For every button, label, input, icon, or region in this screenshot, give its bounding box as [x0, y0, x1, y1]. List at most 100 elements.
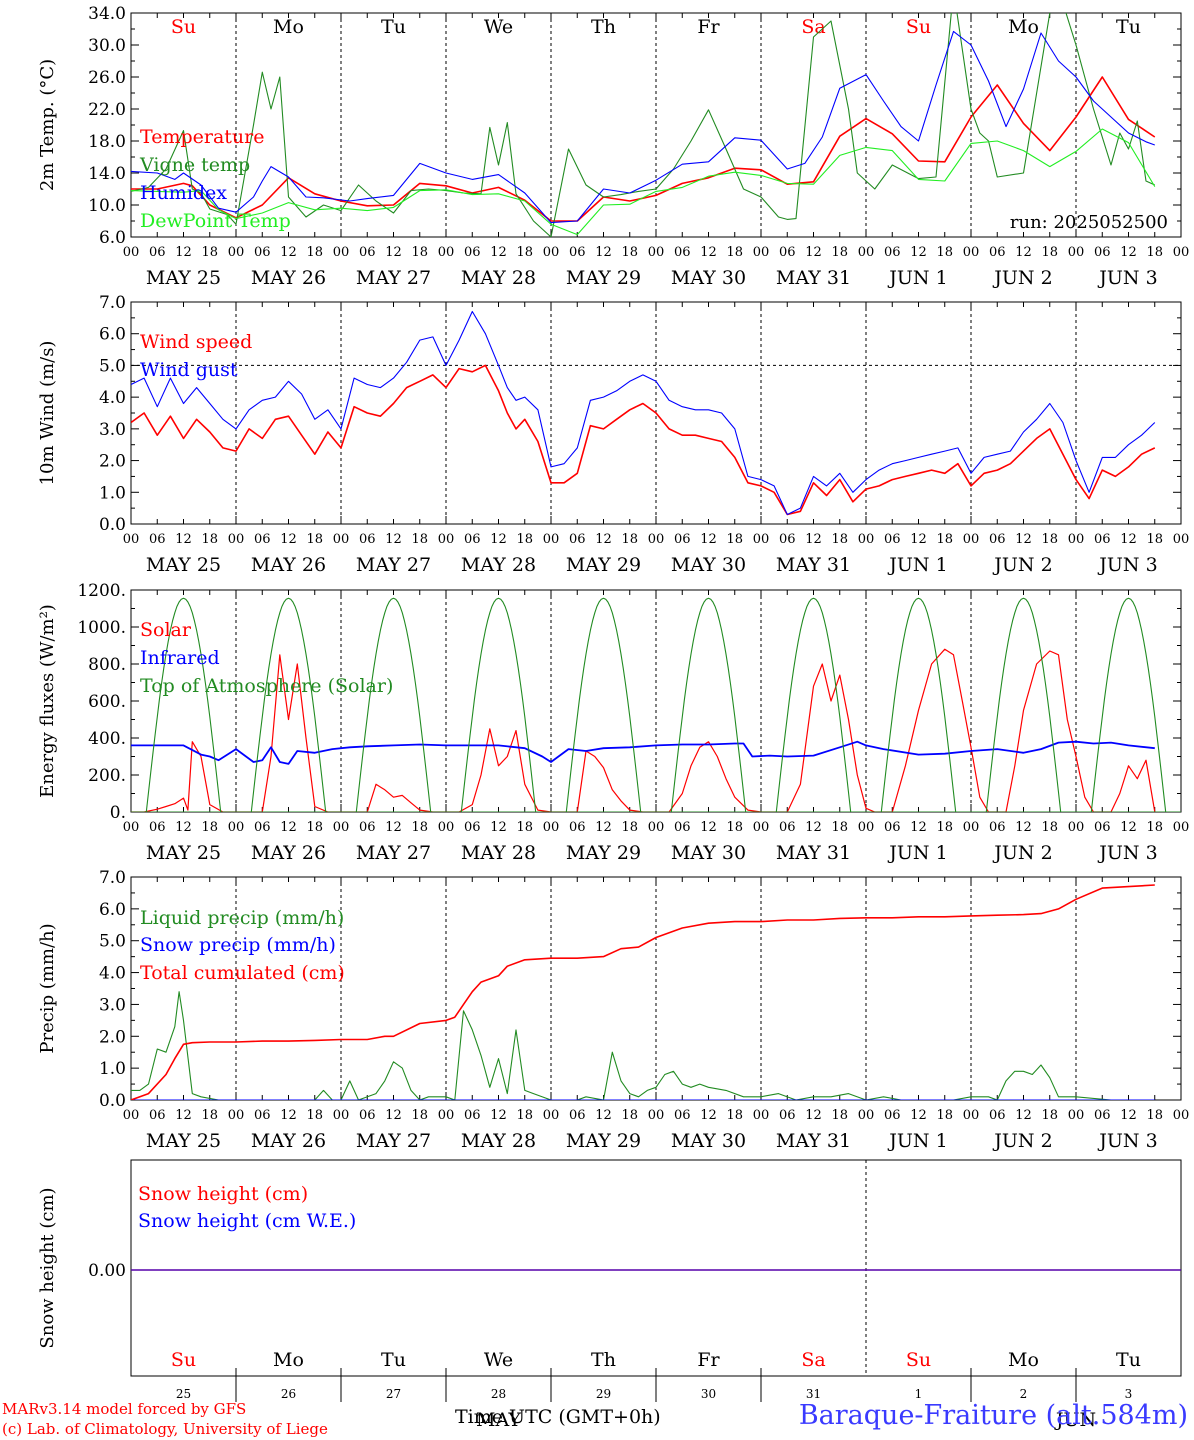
plot-frame	[130, 12, 1182, 238]
hour-tick-label: 00	[963, 532, 980, 547]
hour-tick-label: 06	[1094, 245, 1111, 260]
legend-entry: Top of Atmosphere (Solar)	[140, 675, 393, 697]
date-label: MAY 30	[671, 1130, 746, 1152]
chart-panel-5: 0.00 Snow height (cm) Su Mo Tu We Th Fr Sa Su Mo Tu…	[37, 1159, 1182, 1431]
hour-tick-label: 12	[805, 1108, 822, 1123]
hour-tick-label: 00	[963, 820, 980, 835]
run-label: run: 2025052500	[1010, 212, 1168, 233]
hour-tick-label: 18	[516, 1108, 533, 1123]
hour-tick-label: 12	[595, 245, 612, 260]
date-label: MAY 26	[251, 842, 326, 864]
hour-tick-label: 06	[149, 1108, 166, 1123]
hour-tick-label: 00	[228, 1108, 245, 1123]
legend-entry: Total cumulated (cm)	[140, 962, 345, 984]
y-tick-label: 200.	[88, 766, 126, 786]
hour-tick-label: 06	[884, 532, 901, 547]
hour-tick-label: 12	[805, 532, 822, 547]
hour-tick-label: 18	[411, 1108, 428, 1123]
series-line-solar	[131, 648, 1156, 812]
hour-tick-label: 18	[621, 820, 638, 835]
series-line-top-of-atmosphere-solar-	[985, 597, 1062, 812]
date-label: MAY 25	[146, 554, 221, 576]
hour-tick-label: 18	[1146, 820, 1163, 835]
hour-tick-label: 12	[700, 820, 717, 835]
hour-tick-label: 06	[254, 1108, 271, 1123]
hour-tick-label: 18	[516, 532, 533, 547]
date-label: MAY 27	[356, 554, 431, 576]
hour-tick-label: 06	[884, 245, 901, 260]
hour-tick-label: 12	[385, 820, 402, 835]
legend-entry: Temperature	[140, 126, 264, 148]
hour-tick-label: 06	[779, 820, 796, 835]
hour-tick-label: 18	[516, 820, 533, 835]
hour-tick-label: 18	[306, 532, 323, 547]
date-label: MAY 30	[671, 267, 746, 289]
date-label: JUN 1	[887, 554, 947, 576]
hour-tick-label: 18	[1041, 1108, 1058, 1123]
date-label: MAY 29	[566, 267, 641, 289]
hour-tick-label: 18	[306, 1108, 323, 1123]
weekday-label: Tu	[381, 16, 406, 38]
weekday-label: Su	[171, 1349, 196, 1371]
y-tick-label: 2.0	[99, 1027, 126, 1047]
hour-tick-label: 12	[805, 820, 822, 835]
hour-tick-label: 00	[123, 245, 140, 260]
chart-panel-4: 0.0 1.0 2.0 3.0 4.0 5.0 6.0 7.0 Precip (mm/h) 00 0…	[37, 868, 1189, 1152]
hour-tick-label: 12	[910, 1108, 927, 1123]
hour-tick-label: 06	[149, 820, 166, 835]
hour-tick-label: 00	[648, 1108, 665, 1123]
weekday-label: Fr	[697, 1349, 720, 1371]
y-tick-label: 26.0	[88, 68, 126, 88]
day-number-label: 25	[176, 1387, 191, 1401]
hour-tick-label: 18	[621, 245, 638, 260]
hour-tick-label: 18	[831, 532, 848, 547]
hour-tick-label: 00	[1173, 245, 1190, 260]
date-label: MAY 28	[461, 554, 536, 576]
day-number-label: 1	[915, 1387, 923, 1401]
hour-tick-label: 12	[1015, 532, 1032, 547]
weekday-label: Mo	[1008, 1349, 1039, 1371]
month-label: JUN	[1054, 1409, 1096, 1431]
series-line-humidex	[131, 30, 1155, 224]
date-label: MAY 26	[251, 1130, 326, 1152]
legend-entry: Liquid precip (mm/h)	[140, 907, 344, 929]
y-tick-label: 1000.	[77, 618, 126, 638]
hour-tick-label: 18	[201, 820, 218, 835]
date-label: MAY 29	[566, 1130, 641, 1152]
hour-tick-label: 12	[490, 1108, 507, 1123]
hour-tick-label: 06	[464, 1108, 481, 1123]
legend-entry: Snow height (cm W.E.)	[138, 1210, 356, 1232]
legend-entry: DewPoint Temp	[140, 210, 291, 232]
hour-tick-label: 06	[779, 532, 796, 547]
y-tick-label: 3.0	[99, 420, 126, 440]
hour-tick-label: 06	[884, 1108, 901, 1123]
date-label: MAY 28	[461, 842, 536, 864]
hour-tick-label: 06	[1094, 820, 1111, 835]
chart-panel-1: 6.0 10.0 14.0 18.0 22.0 26.0 30.0 34.0 2m Temp. …	[37, 4, 1190, 289]
y-tick-label: 5.0	[99, 932, 126, 952]
hour-tick-label: 06	[254, 245, 271, 260]
hour-tick-label: 00	[438, 1108, 455, 1123]
weekday-label: Tu	[1116, 1349, 1141, 1371]
y-tick-label: 1.0	[99, 1059, 126, 1079]
y-tick-label: 22.0	[88, 100, 126, 120]
hour-tick-label: 00	[438, 820, 455, 835]
y-tick-label: 4.0	[99, 388, 126, 408]
hour-tick-label: 18	[831, 1108, 848, 1123]
x-axis-title: Time UTC (GMT+0h)	[455, 1406, 661, 1428]
series-line-total-cumulated-cm-	[131, 884, 1155, 1100]
date-label: MAY 26	[251, 554, 326, 576]
hour-tick-label: 06	[674, 245, 691, 260]
copyright-credit: (c) Lab. of Climatology, University of L…	[2, 1420, 328, 1438]
y-tick-label: 0.0	[99, 515, 126, 535]
hour-tick-label: 18	[726, 532, 743, 547]
day-number-label: 30	[701, 1387, 716, 1401]
series-line-dewpoint-temp	[131, 128, 1156, 236]
hour-tick-label: 18	[1146, 1108, 1163, 1123]
hour-tick-label: 18	[831, 820, 848, 835]
hour-tick-label: 00	[228, 820, 245, 835]
hour-tick-label: 12	[910, 245, 927, 260]
hour-tick-label: 12	[910, 820, 927, 835]
hour-tick-label: 06	[464, 532, 481, 547]
hour-tick-label: 12	[1120, 1108, 1137, 1123]
